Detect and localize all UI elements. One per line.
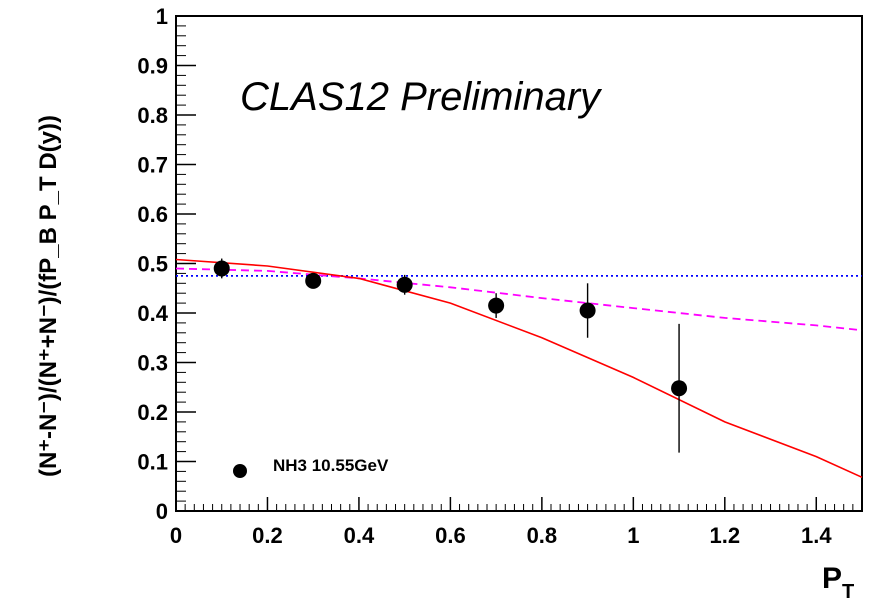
- x-axis-label-main: P: [822, 562, 842, 595]
- x-tick-label: 1: [627, 523, 639, 548]
- x-tick-label: 0.2: [252, 523, 283, 548]
- data-point: [396, 276, 413, 293]
- y-tick-label: 0.6: [137, 202, 168, 227]
- x-tick-label: 0.8: [527, 523, 558, 548]
- y-tick-label: 0.5: [137, 252, 168, 277]
- y-tick-label: 0.4: [137, 301, 168, 326]
- y-tick-label: 0.9: [137, 54, 168, 79]
- y-tick-label: 0.8: [137, 103, 168, 128]
- data-point: [579, 302, 596, 319]
- y-tick-label: 0: [156, 499, 168, 524]
- data-point: [671, 380, 688, 397]
- y-tick-label: 1: [156, 4, 168, 29]
- x-tick-label: 0.6: [435, 523, 466, 548]
- fit-curves: [175, 258, 863, 479]
- y-tick-label: 0.7: [137, 153, 168, 178]
- y-axis-label: (N⁺-N⁻)/(N⁺+N⁻)/(fP_B P_T D(y)): [35, 115, 62, 477]
- x-axis-label-sub: T: [842, 581, 854, 603]
- chart-title: CLAS12 Preliminary: [240, 75, 603, 119]
- x-tick-label: 1.4: [801, 523, 832, 548]
- legend-marker: [233, 464, 247, 478]
- data-point: [213, 260, 230, 277]
- data-point: [488, 297, 505, 314]
- data-points: [213, 258, 688, 453]
- y-tick-label: 0.1: [137, 450, 168, 475]
- x-tick-label: 0: [170, 523, 182, 548]
- x-tick-label: 1.2: [710, 523, 741, 548]
- y-tick-label: 0.2: [137, 400, 168, 425]
- y-tick-label: 0.3: [137, 351, 168, 376]
- x-ticks: 0 0.2 0.4 0.6 0.8 1 1.2 1.4: [170, 497, 863, 548]
- legend-label: NH3 10.55GeV: [273, 456, 389, 475]
- legend: NH3 10.55GeV: [233, 456, 389, 478]
- fit-line-solid: [175, 258, 863, 479]
- data-point: [305, 272, 322, 289]
- y-ticks: 0 0.1 0.2 0.3 0.4 0.5 0.6 0.7 0.8 0.9 1: [137, 4, 196, 524]
- x-axis-label: PT: [822, 562, 854, 603]
- x-tick-label: 0.4: [344, 523, 375, 548]
- fit-line-dashed: [175, 267, 863, 332]
